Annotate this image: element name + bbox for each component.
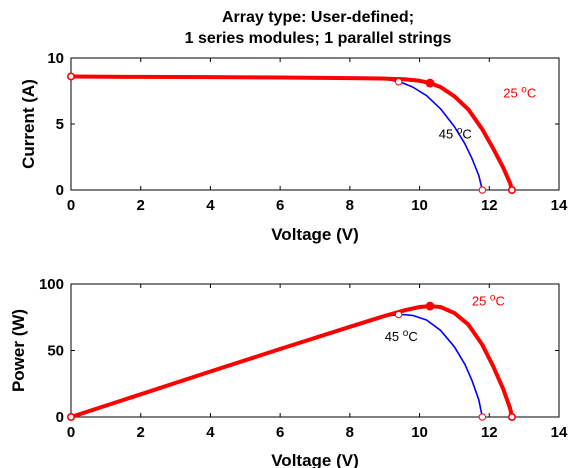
marker-mpp-45c [394,310,403,319]
x-axis-label: Voltage (V) [271,451,359,468]
x-tick-label: 14 [551,424,568,441]
x-tick-label: 0 [67,197,75,214]
plot-panel-1: 0 2 4 6 8 10 12 14 0 5 10 Voltage (V) Current (A) 25 … [19,50,568,244]
plot-panel-2: 0 2 4 6 8 10 12 14 0 50 100 Voltage (V) Power (W) 25 … [9,276,568,468]
y-tick-label: 0 [56,409,64,426]
marker-voc-45c [478,413,487,421]
x-tick-label: 10 [411,424,428,441]
x-tick-label: 10 [411,197,428,214]
y-tick-label: 100 [39,276,64,293]
y-tick-label: 50 [47,343,64,360]
chart-title-line1: Array type: User-defined; [222,9,414,26]
marker-voc-25c [507,186,516,195]
y-tick-label: 5 [56,116,64,133]
annotation-25c: 25 oC [472,292,505,308]
y-axis-label: Power (W) [9,309,28,392]
marker-mpp-25c [425,78,435,88]
y-tick-label: 10 [47,50,64,67]
x-tick-label: 2 [137,424,145,441]
x-axis-label: Voltage (V) [271,225,359,244]
x-tick-label: 14 [551,197,568,214]
x-tick-label: 4 [206,424,215,441]
plots-group: 0 2 4 6 8 10 12 14 0 5 10 Voltage (V) Current (A) 25 … [9,50,568,468]
x-tick-label: 8 [346,424,354,441]
marker-origin-25c [67,412,76,421]
annotation-45c: 45 oC [385,328,418,344]
marker-isc-25c [67,72,76,81]
marker-voc-25c [507,412,516,421]
x-tick-label: 8 [346,197,354,214]
marker-voc-45c [478,186,487,194]
y-tick-label: 0 [56,182,64,199]
x-tick-label: 6 [276,424,284,441]
x-tick-label: 0 [67,424,75,441]
x-tick-label: 6 [276,197,284,214]
marker-mpp-25c [425,301,435,311]
annotation-45c: 45 oC [439,126,472,142]
chart-title-line2: 1 series modules; 1 parallel strings [185,30,452,47]
x-tick-label: 12 [481,197,498,214]
marker-mpp-45c [394,78,403,86]
y-axis-label: Current (A) [19,79,38,169]
annotation-25c: 25 oC [503,85,536,101]
x-tick-label: 12 [481,424,498,441]
x-tick-label: 4 [206,197,215,214]
x-tick-label: 2 [137,197,145,214]
